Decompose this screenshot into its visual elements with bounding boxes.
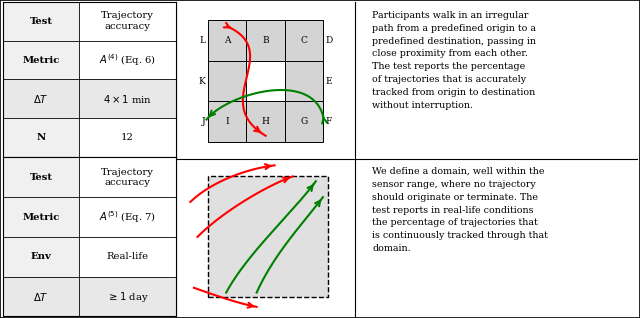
Text: E: E (326, 77, 332, 86)
Text: J: J (202, 117, 205, 126)
Bar (79, 80, 176, 118)
Bar (3, 157, 79, 197)
Text: $\Delta T$: $\Delta T$ (33, 93, 49, 105)
Bar (3, 197, 79, 237)
Bar (79, 118, 176, 157)
Text: $\Delta T$: $\Delta T$ (33, 291, 49, 302)
Bar (3, 237, 79, 277)
Bar (208, 101, 246, 142)
Text: $A^{(5)}$ (Eq. 7): $A^{(5)}$ (Eq. 7) (99, 209, 156, 225)
Text: Participants walk in an irregular
path from a predefined origin to a
predefined : Participants walk in an irregular path f… (372, 11, 536, 110)
Text: 12: 12 (121, 134, 134, 142)
Bar (79, 237, 176, 277)
Bar (285, 101, 323, 142)
Text: A: A (224, 36, 230, 45)
Bar (3, 41, 79, 80)
Text: N: N (36, 134, 46, 142)
Bar (3, 80, 79, 118)
Bar (79, 157, 176, 197)
Bar (246, 101, 285, 142)
Text: F: F (326, 117, 332, 126)
Bar (208, 176, 328, 297)
Bar (3, 2, 79, 40)
Text: G: G (300, 117, 307, 126)
Bar (285, 20, 323, 61)
Text: L: L (200, 36, 205, 45)
Text: Trajectory
accuracy: Trajectory accuracy (101, 11, 154, 31)
Text: C: C (300, 36, 307, 45)
Text: Metric: Metric (22, 56, 60, 65)
Bar (79, 2, 176, 40)
Bar (208, 20, 246, 61)
Bar (79, 277, 176, 316)
Bar (79, 41, 176, 80)
Text: We define a domain, well within the
sensor range, where no trajectory
should ori: We define a domain, well within the sens… (372, 167, 548, 253)
Text: Metric: Metric (22, 212, 60, 222)
Text: D: D (326, 36, 333, 45)
Text: Test: Test (29, 17, 52, 25)
Bar (3, 277, 79, 316)
Bar (79, 197, 176, 237)
Bar (285, 61, 323, 101)
Text: H: H (262, 117, 269, 126)
Text: Test: Test (29, 173, 52, 182)
Bar (246, 61, 285, 101)
Text: Env: Env (31, 252, 52, 261)
Text: K: K (198, 77, 205, 86)
Text: I: I (225, 117, 229, 126)
Text: B: B (262, 36, 269, 45)
Bar (246, 20, 285, 61)
Bar (3, 118, 79, 157)
Text: Real-life: Real-life (106, 252, 148, 261)
Bar (208, 61, 246, 101)
Text: $A^{(4)}$ (Eq. 6): $A^{(4)}$ (Eq. 6) (99, 52, 156, 68)
Text: $4 \times 1$ min: $4 \times 1$ min (103, 93, 152, 105)
Text: Trajectory
accuracy: Trajectory accuracy (101, 168, 154, 187)
Text: $\geq 1$ day: $\geq 1$ day (107, 289, 148, 304)
